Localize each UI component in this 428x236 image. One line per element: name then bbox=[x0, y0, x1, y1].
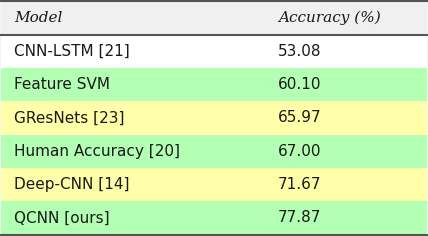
Text: 53.08: 53.08 bbox=[278, 44, 321, 59]
Text: 67.00: 67.00 bbox=[278, 144, 321, 159]
Bar bbox=[1, 201, 427, 235]
Text: Feature SVM: Feature SVM bbox=[14, 77, 110, 92]
Text: 65.97: 65.97 bbox=[278, 110, 321, 126]
Bar bbox=[1, 168, 427, 201]
Text: Accuracy (%): Accuracy (%) bbox=[278, 11, 380, 25]
Bar bbox=[1, 68, 427, 101]
Bar bbox=[1, 135, 427, 168]
Text: Deep-CNN [14]: Deep-CNN [14] bbox=[14, 177, 130, 192]
Text: QCNN [ours]: QCNN [ours] bbox=[14, 211, 110, 225]
Bar bbox=[1, 1, 427, 35]
Text: Model: Model bbox=[14, 11, 62, 25]
Text: Human Accuracy [20]: Human Accuracy [20] bbox=[14, 144, 180, 159]
Text: CNN-LSTM [21]: CNN-LSTM [21] bbox=[14, 44, 130, 59]
Bar bbox=[1, 35, 427, 68]
Bar bbox=[1, 101, 427, 135]
Text: 77.87: 77.87 bbox=[278, 211, 321, 225]
Text: 71.67: 71.67 bbox=[278, 177, 321, 192]
Text: GResNets [23]: GResNets [23] bbox=[14, 110, 125, 126]
Text: 60.10: 60.10 bbox=[278, 77, 321, 92]
